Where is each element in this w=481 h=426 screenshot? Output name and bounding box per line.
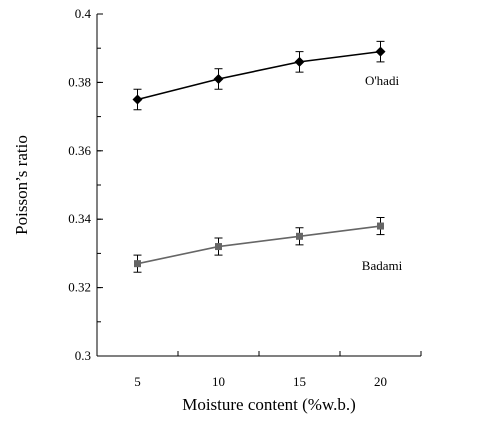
x-tick-label: 20 bbox=[374, 374, 387, 389]
x-tick-label: 15 bbox=[293, 374, 306, 389]
x-tick-label: 10 bbox=[212, 374, 225, 389]
data-point bbox=[134, 260, 141, 268]
series-1: Badami bbox=[133, 216, 403, 273]
y-tick-label: 0.38 bbox=[68, 74, 91, 89]
x-axis-title: Moisture content (%w.b.) bbox=[182, 395, 356, 414]
data-point bbox=[132, 94, 143, 105]
y-tick-label: 0.36 bbox=[68, 143, 91, 158]
series-label: Badami bbox=[362, 258, 403, 273]
y-axis-title: Poisson’s ratio bbox=[12, 135, 31, 235]
series-0: O'hadi bbox=[132, 40, 400, 111]
y-tick-label: 0.3 bbox=[75, 348, 91, 363]
data-point bbox=[377, 222, 384, 230]
data-point bbox=[294, 56, 305, 67]
data-point bbox=[375, 46, 386, 57]
y-ticks: 0.3 0.32 0.34 0.36 0.38 0.4 bbox=[68, 6, 103, 363]
data-point bbox=[296, 232, 303, 240]
series-line bbox=[137, 50, 381, 101]
data-point bbox=[215, 243, 222, 251]
data-point bbox=[213, 73, 224, 84]
x-ticks: 5 10 15 20 bbox=[96, 351, 422, 389]
series-group: O'hadi Badami bbox=[132, 40, 403, 273]
y-tick-label: 0.4 bbox=[75, 6, 92, 21]
series-line bbox=[137, 225, 381, 265]
y-tick-label: 0.32 bbox=[68, 280, 91, 295]
axes bbox=[96, 14, 421, 357]
y-tick-label: 0.34 bbox=[68, 211, 91, 226]
series-label: O'hadi bbox=[365, 73, 400, 88]
x-tick-label: 5 bbox=[134, 374, 141, 389]
